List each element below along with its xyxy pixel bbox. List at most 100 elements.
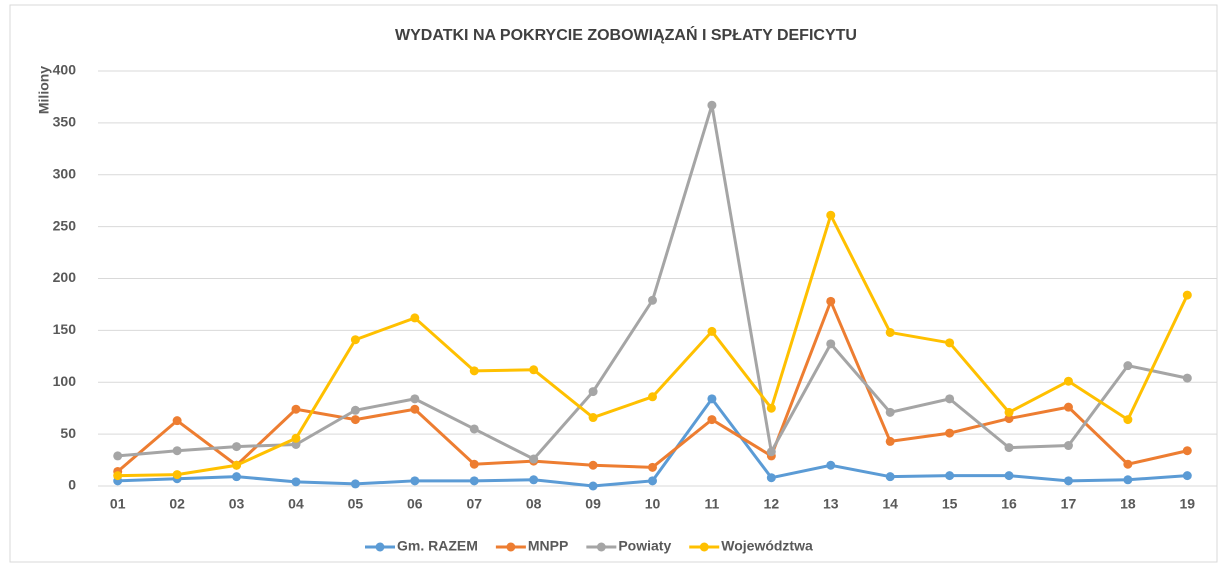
point bbox=[1063, 402, 1073, 412]
point bbox=[1063, 376, 1073, 386]
y-tick-label: 300 bbox=[53, 165, 77, 181]
x-tick-label: 10 bbox=[645, 496, 661, 512]
point bbox=[113, 451, 123, 461]
x-tick-label: 18 bbox=[1120, 496, 1136, 512]
y-tick-label: 50 bbox=[60, 425, 76, 441]
y-tick-label: 350 bbox=[53, 114, 77, 130]
point bbox=[1063, 476, 1073, 486]
legend-label: Gm. RAZEM bbox=[397, 538, 478, 554]
point bbox=[588, 481, 598, 491]
point bbox=[766, 403, 776, 413]
point bbox=[350, 479, 360, 489]
point bbox=[707, 394, 717, 404]
point bbox=[707, 326, 717, 336]
point bbox=[172, 470, 182, 480]
point bbox=[232, 442, 242, 452]
point bbox=[588, 413, 598, 423]
point bbox=[826, 460, 836, 470]
point bbox=[1004, 443, 1014, 453]
point bbox=[350, 415, 360, 425]
point bbox=[1123, 415, 1133, 425]
point bbox=[648, 462, 657, 472]
x-tick-label: 07 bbox=[466, 496, 482, 512]
point bbox=[826, 339, 836, 349]
point bbox=[1182, 290, 1192, 300]
x-tick-label: 01 bbox=[110, 496, 126, 512]
x-tick-label: 15 bbox=[942, 496, 958, 512]
y-axis-label: Miliony bbox=[36, 66, 52, 114]
x-tick-label: 13 bbox=[823, 496, 839, 512]
point bbox=[885, 436, 895, 446]
x-tick-label: 14 bbox=[882, 496, 898, 512]
legend-marker bbox=[699, 542, 709, 552]
point bbox=[885, 472, 895, 482]
y-tick-label: 150 bbox=[53, 321, 77, 337]
x-tick-label: 04 bbox=[288, 496, 304, 512]
point bbox=[1063, 441, 1073, 451]
point bbox=[707, 415, 717, 425]
point bbox=[410, 313, 420, 323]
point bbox=[945, 471, 955, 481]
point bbox=[291, 477, 301, 487]
point bbox=[1123, 475, 1133, 485]
point bbox=[469, 476, 479, 486]
point bbox=[945, 428, 955, 438]
point bbox=[648, 295, 657, 305]
point bbox=[469, 459, 479, 469]
point bbox=[529, 475, 539, 485]
point bbox=[945, 338, 955, 348]
x-tick-label: 16 bbox=[1001, 496, 1017, 512]
point bbox=[885, 407, 895, 417]
point bbox=[1123, 361, 1133, 371]
point bbox=[1004, 471, 1014, 481]
point bbox=[232, 472, 242, 482]
point bbox=[826, 210, 836, 220]
legend-marker bbox=[375, 542, 385, 552]
point bbox=[1182, 471, 1192, 481]
y-tick-label: 100 bbox=[53, 373, 77, 389]
point bbox=[410, 476, 420, 486]
x-tick-label: 08 bbox=[526, 496, 542, 512]
x-tick-label: 05 bbox=[348, 496, 364, 512]
point bbox=[766, 447, 776, 457]
point bbox=[1182, 446, 1192, 456]
x-tick-label: 06 bbox=[407, 496, 423, 512]
point bbox=[469, 424, 479, 434]
point bbox=[410, 394, 420, 404]
legend-marker bbox=[596, 542, 606, 552]
point bbox=[648, 476, 657, 486]
y-tick-label: 250 bbox=[53, 217, 77, 233]
point bbox=[707, 100, 717, 110]
y-tick-label: 0 bbox=[68, 477, 76, 493]
x-tick-label: 19 bbox=[1180, 496, 1196, 512]
point bbox=[113, 471, 123, 481]
x-tick-label: 03 bbox=[229, 496, 245, 512]
legend-marker bbox=[506, 542, 516, 552]
point bbox=[945, 394, 955, 404]
legend-label: Województwa bbox=[721, 538, 813, 554]
point bbox=[350, 335, 360, 345]
point bbox=[291, 440, 301, 449]
point bbox=[766, 473, 776, 483]
y-tick-label: 200 bbox=[53, 269, 77, 285]
point bbox=[469, 366, 479, 376]
point bbox=[529, 365, 539, 375]
point bbox=[648, 392, 657, 402]
point bbox=[172, 416, 182, 426]
chart-title: WYDATKI NA POKRYCIE ZOBOWIĄZAŃ I SPŁATY … bbox=[395, 25, 857, 44]
point bbox=[588, 460, 598, 470]
point bbox=[291, 404, 301, 414]
x-tick-label: 11 bbox=[705, 496, 720, 512]
point bbox=[1004, 407, 1014, 417]
point bbox=[410, 404, 420, 414]
x-tick-label: 02 bbox=[169, 496, 185, 512]
point bbox=[529, 454, 539, 464]
legend-label: Powiaty bbox=[618, 538, 671, 554]
point bbox=[1182, 373, 1192, 383]
point bbox=[291, 433, 301, 443]
x-tick-label: 17 bbox=[1061, 496, 1077, 512]
point bbox=[232, 460, 242, 470]
point bbox=[172, 446, 182, 456]
